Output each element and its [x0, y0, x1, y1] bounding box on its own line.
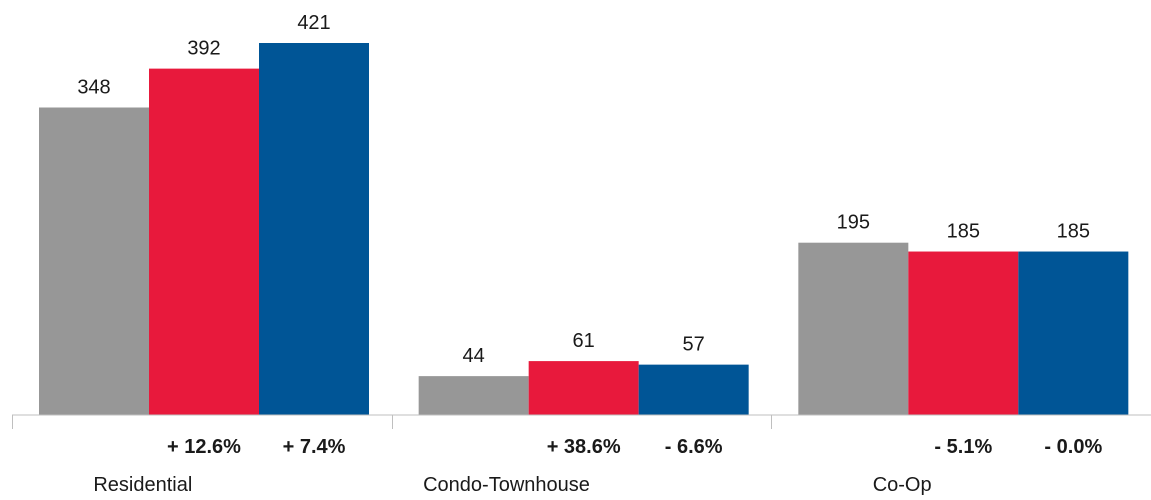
- category-label: Condo-Townhouse: [423, 474, 590, 496]
- bar-value-label: 392: [187, 38, 220, 60]
- change-label: + 12.6%: [167, 436, 241, 458]
- category-label: Residential: [93, 474, 192, 496]
- bars-layer: [39, 43, 1129, 416]
- change-label: - 6.6%: [665, 436, 723, 458]
- bar-value-label: 57: [683, 334, 705, 356]
- category-labels-layer: Residential Condo-Townhouse Co-Op: [93, 474, 931, 496]
- bar-value-label: 44: [463, 345, 485, 367]
- bar-co-op-1: [798, 242, 909, 415]
- change-labels-layer: + 12.6% + 7.4% + 38.6% - 6.6% - 5.1% - 0.0%: [167, 436, 1102, 458]
- bar-condo-townhouse-2: [528, 361, 639, 415]
- change-label: + 7.4%: [283, 436, 346, 458]
- bar-value-label: 185: [947, 221, 980, 243]
- x-axis-ticks: [12, 415, 772, 429]
- change-label: + 38.6%: [547, 436, 621, 458]
- bar-value-label: 421: [297, 12, 330, 34]
- bar-value-label: 195: [837, 212, 870, 234]
- bar-value-label: 185: [1057, 221, 1090, 243]
- change-label: - 5.1%: [934, 436, 992, 458]
- bar-value-label: 348: [77, 77, 110, 99]
- bar-co-op-2: [908, 251, 1019, 415]
- bar-value-label: 61: [573, 330, 595, 352]
- change-label: - 0.0%: [1044, 436, 1102, 458]
- bar-condo-townhouse-1: [418, 376, 529, 415]
- bar-condo-townhouse-3: [638, 364, 749, 415]
- bar-co-op-3: [1018, 251, 1129, 415]
- value-labels-layer: 348 392 421 44 61 57 195 185 185: [77, 12, 1090, 367]
- bar-residential-3: [259, 43, 369, 415]
- bar-residential-2: [149, 68, 259, 416]
- bar-residential-1: [39, 107, 149, 415]
- category-label: Co-Op: [873, 474, 932, 496]
